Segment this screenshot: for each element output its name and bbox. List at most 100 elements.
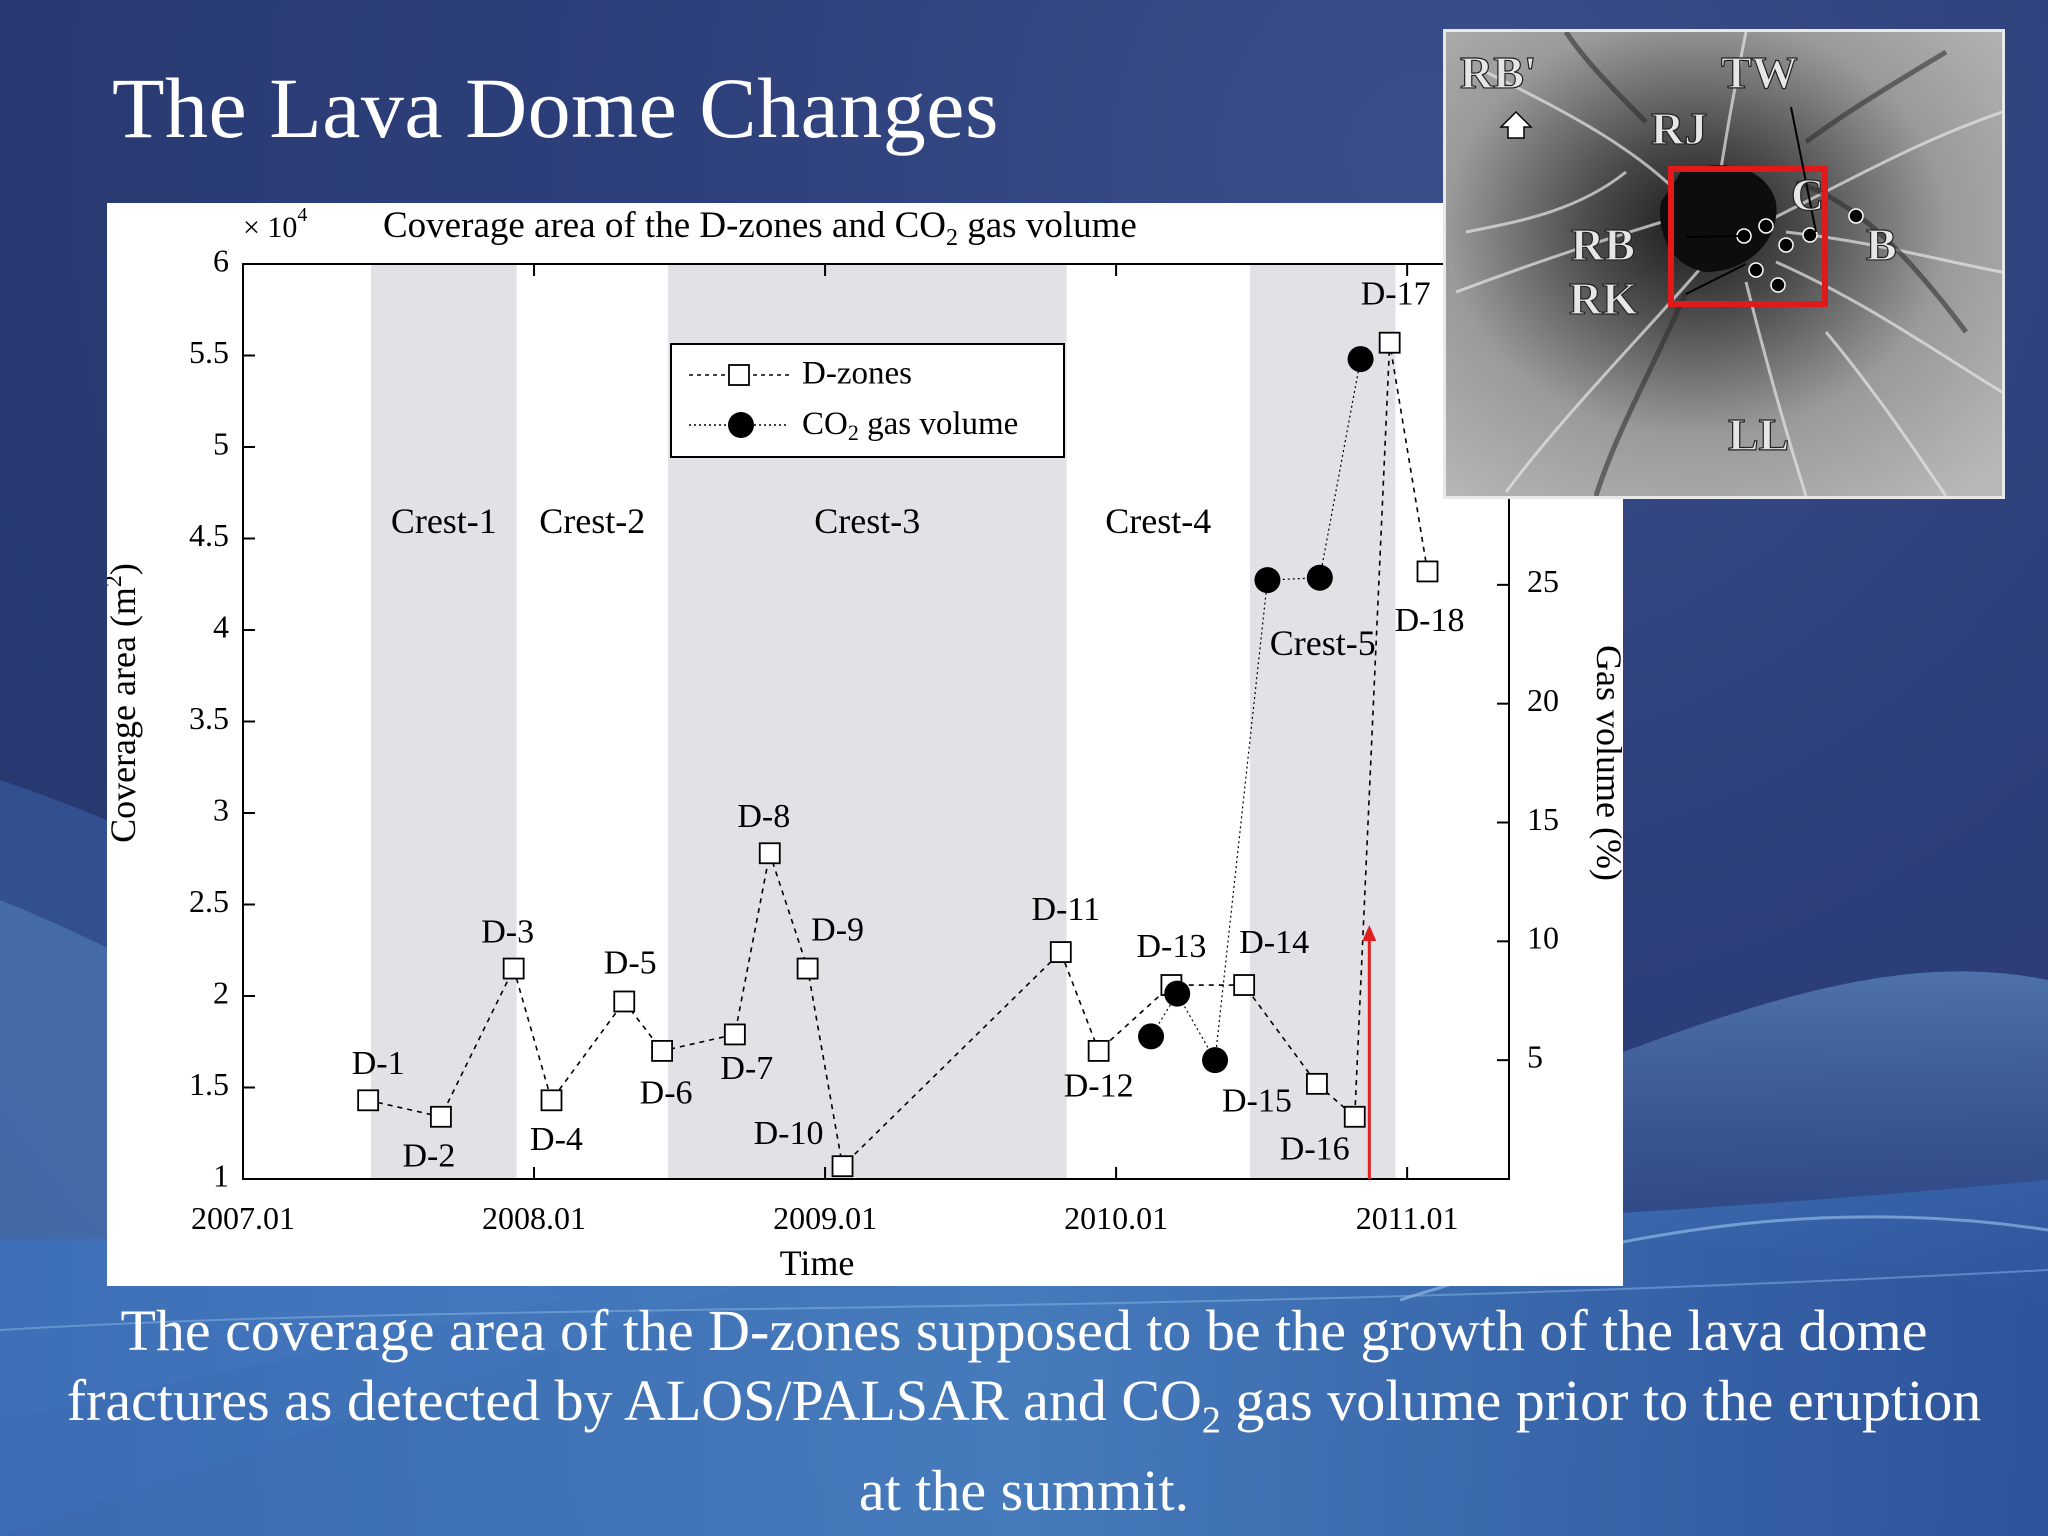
label-rk: RK [1569,273,1638,324]
d-zone-marker-4 [540,1089,563,1112]
series-line-d-zones [367,342,1429,1168]
d-zone-marker-16 [1343,1105,1366,1128]
y-tick-label-1: 1.5 [189,1066,229,1102]
co2-marker-5 [1306,564,1333,591]
y2-tick-label-0: 5 [1527,1039,1543,1075]
summit-dark [1660,165,1777,272]
y2-tick-label-3: 20 [1527,682,1559,718]
axis-ticks: 2007.01 2008.01 2009.01 2010.01 2011.01 1 1.5 2… [189,242,1559,1236]
y-exponent: × 104 [243,204,307,244]
d-zone-label-8: D-8 [737,798,790,835]
chart-title: Coverage area of the D-zones and CO2 gas… [383,205,1137,250]
d-zone-marker-10 [831,1155,854,1178]
d-zone-label-10: D-10 [754,1115,824,1152]
y2-tick-label-4: 25 [1527,563,1559,599]
station-icon [1499,110,1533,139]
co2-marker-6 [1347,346,1374,373]
crest-band-1 [371,264,517,1179]
d-zone-marker-17 [1378,331,1401,354]
d-zone-label-6: D-6 [640,1075,693,1112]
co2-marker-2 [1164,980,1191,1007]
chart: 2007.01 2008.01 2009.01 2010.01 2011.01 1 1.5 2… [101,204,1629,1283]
chart-panel: 2007.01 2008.01 2009.01 2010.01 2011.01 1 1.5 2… [101,203,1629,1286]
legend-square-marker [728,364,750,386]
co2-marker-4 [1254,567,1281,594]
y-axis-label: Coverage area (m2) [107,563,143,843]
d-zone-label-9: D-9 [811,911,864,948]
d-zone-marker-14 [1233,974,1256,996]
crest-label-4: Crest-4 [1105,501,1211,541]
d-zone-marker-2 [430,1105,452,1128]
d-zone-label-12: D-12 [1064,1068,1134,1105]
d-zone-label-2: D-2 [402,1138,455,1175]
label-ll: LL [1728,409,1789,460]
y-tick-label-3: 2.5 [189,883,229,919]
co2-marker-1 [1138,1023,1165,1050]
d-zone-label-14: D-14 [1239,924,1309,961]
d-zone-marker-1 [357,1089,380,1112]
crest-label-5: Crest-5 [1270,623,1376,663]
pointer-lines [1685,106,1817,295]
d-zone-label-7: D-7 [720,1050,773,1087]
label-tw: TW [1721,47,1798,98]
y-tick-label-10: 6 [213,242,229,278]
crest-band-5 [1249,264,1396,1179]
y-tick-label-0: 1 [213,1157,229,1193]
d-zone-label-1: D-1 [352,1045,405,1082]
d-zone-marker-5 [613,990,636,1013]
label-c: C [1791,169,1824,220]
d-zone-marker-7 [723,1023,746,1046]
d-zone-marker-3 [502,957,525,980]
d-zone-marker-9 [796,957,819,980]
y-tick-label-9: 5.5 [189,334,229,370]
y-tick-label-5: 3.5 [189,700,229,736]
slide-caption: The coverage area of the D-zones suppose… [66,1298,1982,1523]
co2-marker-3 [1202,1047,1229,1074]
legend-box [670,343,1065,458]
d-zone-marker-8 [758,842,781,865]
d-zone-marker-18 [1416,560,1439,583]
x-axis-label: Time [780,1243,855,1283]
y2-tick-label-1: 10 [1527,920,1559,956]
d-zone-marker-15 [1306,1072,1328,1095]
d-zone-label-18: D-18 [1395,602,1465,639]
d-zone-marker-12 [1087,1040,1110,1062]
crest-label-3: Crest-3 [814,501,920,541]
label-rb-prime: RB' [1460,47,1537,98]
eruption-arrow-head [1362,925,1377,941]
x-tick-label-3: 2010.01 [1064,1200,1168,1236]
y-tick-label-4: 3 [213,791,229,827]
d-zone-label-17: D-17 [1361,275,1431,312]
label-rj: RJ [1651,103,1707,154]
y-tick-label-6: 4 [213,608,229,644]
legend-d-zones: D-zones [802,356,912,392]
d-zone-label-13: D-13 [1136,928,1206,965]
d-zone-marker-6 [651,1040,673,1062]
x-tick-label-0: 2007.01 [191,1200,295,1236]
inset-map: RB' TW RJ RB C B RK LL [1443,29,2005,499]
d-zone-label-11: D-11 [1031,891,1100,928]
ridges [1455,32,2002,496]
label-b: B [1866,219,1897,270]
y2-tick-label-2: 15 [1527,801,1559,837]
ridges-dark [1563,32,1968,496]
x-tick-label-2: 2009.01 [773,1200,877,1236]
d-zone-label-3: D-3 [481,913,534,950]
crest-labels: Crest-1 Crest-2 Crest-3 Crest-4 Crest-5 [391,501,1376,663]
y-tick-label-7: 4.5 [189,517,229,553]
d-zone-label-5: D-5 [604,944,657,981]
series-markers [357,331,1439,1178]
d-zone-label-4: D-4 [530,1121,583,1158]
d-zone-marker-11 [1049,941,1072,963]
legend-circle-marker [728,412,754,438]
legend-co2: CO2 gas volume [802,406,1018,445]
crest-label-1: Crest-1 [391,501,497,541]
legend: D-zones CO2 gas volume [670,343,1065,458]
slide-title: The Lava Dome Changes [112,60,999,156]
y-tick-label-2: 2 [213,974,229,1010]
y-tick-label-8: 5 [213,425,229,461]
x-tick-label-4: 2011.01 [1356,1200,1459,1236]
crest-label-2: Crest-2 [539,501,645,541]
x-tick-label-1: 2008.01 [482,1200,586,1236]
label-rb: RB [1571,219,1635,270]
